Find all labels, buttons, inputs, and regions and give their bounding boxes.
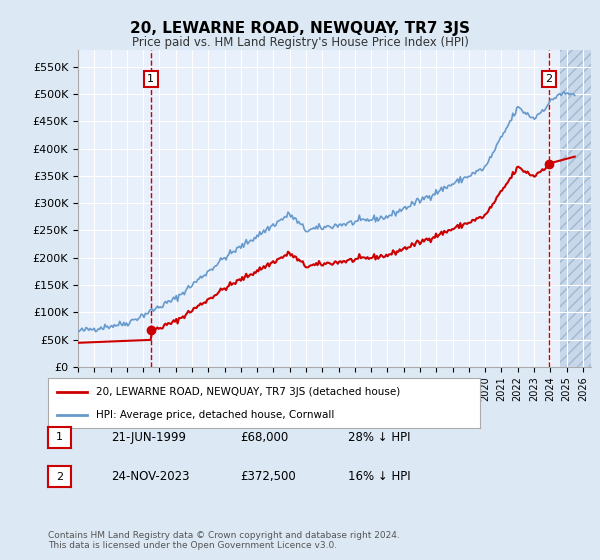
Text: 20, LEWARNE ROAD, NEWQUAY, TR7 3JS (detached house): 20, LEWARNE ROAD, NEWQUAY, TR7 3JS (deta… [95,386,400,396]
Bar [560,50,591,367]
Text: £372,500: £372,500 [240,470,296,483]
Text: HPI: Average price, detached house, Cornwall: HPI: Average price, detached house, Corn… [95,410,334,420]
Text: 2: 2 [56,472,63,482]
Text: 28% ↓ HPI: 28% ↓ HPI [348,431,410,444]
Text: 1: 1 [56,432,63,442]
Text: 1: 1 [147,74,154,84]
Text: £68,000: £68,000 [240,431,288,444]
Text: 21-JUN-1999: 21-JUN-1999 [111,431,186,444]
Text: Contains HM Land Registry data © Crown copyright and database right 2024.
This d: Contains HM Land Registry data © Crown c… [48,530,400,550]
Text: 24-NOV-2023: 24-NOV-2023 [111,470,190,483]
Text: 20, LEWARNE ROAD, NEWQUAY, TR7 3JS: 20, LEWARNE ROAD, NEWQUAY, TR7 3JS [130,21,470,36]
Text: 16% ↓ HPI: 16% ↓ HPI [348,470,410,483]
Text: Price paid vs. HM Land Registry's House Price Index (HPI): Price paid vs. HM Land Registry's House … [131,36,469,49]
Text: 2: 2 [545,74,552,84]
